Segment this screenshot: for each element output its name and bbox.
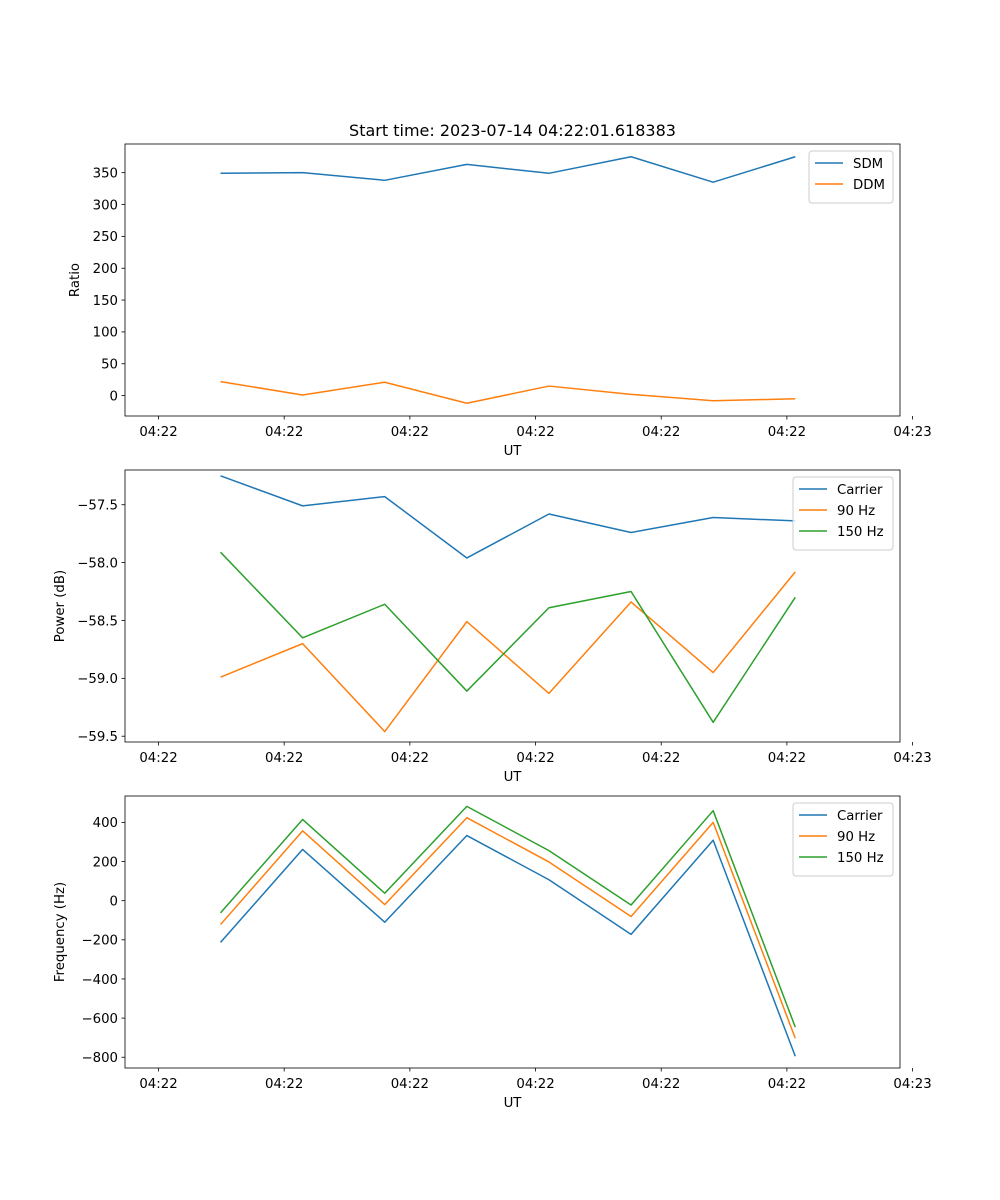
y-tick-label: 200	[93, 855, 118, 870]
ratio-subplot: 04:22 04:22 04:22 04:22 04:22 04:22 04:23 0 50 10…	[68, 143, 932, 459]
y-axis-label: Ratio	[68, 263, 83, 297]
x-tick-label: 04:22	[139, 751, 177, 766]
x-tick-label: 04:22	[516, 1077, 554, 1092]
series-line-90-hz	[219, 816, 796, 1039]
legend-label-150-hz: 150 Hz	[837, 525, 884, 540]
frequency-subplot: 04:22 04:22 04:22 04:22 04:22 04:22 04:23 −800 −…	[53, 795, 932, 1111]
y-tick-label: −57.5	[77, 499, 118, 514]
x-tick-label: 04:23	[893, 751, 931, 766]
legend-box	[808, 150, 894, 204]
y-tick-label: 0	[110, 894, 118, 909]
x-tick-label: 04:22	[139, 1077, 177, 1092]
x-tick-label: 04:22	[265, 425, 303, 440]
y-tick-label: −59.5	[77, 730, 118, 745]
legend-label-90-hz: 90 Hz	[837, 504, 875, 519]
x-tick-label: 04:23	[893, 1077, 931, 1092]
x-tick-label: 04:22	[768, 1077, 806, 1092]
x-tick-label: 04:22	[768, 425, 806, 440]
x-axis-label: UT	[504, 1096, 523, 1111]
series-line-sdm	[220, 155, 796, 183]
y-axis-label: Frequency (Hz)	[53, 882, 68, 982]
series-line-150-hz	[219, 805, 796, 1028]
y-tick-label: 0	[110, 389, 118, 404]
legend: Carrier 90 Hz 150 Hz	[792, 802, 894, 877]
axes-frame	[124, 795, 901, 1069]
x-tick-label: 04:22	[265, 751, 303, 766]
legend-label-90-hz: 90 Hz	[837, 830, 875, 845]
axes-frame	[124, 469, 901, 743]
x-axis-label: UT	[504, 770, 523, 785]
power-subplot: 04:22 04:22 04:22 04:22 04:22 04:22 04:23 −59.5…	[53, 469, 932, 785]
x-tick-label: 04:23	[893, 425, 931, 440]
legend-label-ddm: DDM	[853, 178, 885, 193]
x-tick-label: 04:22	[391, 751, 429, 766]
legend-label-sdm: SDM	[853, 157, 883, 172]
y-tick-label: 50	[101, 358, 118, 373]
y-tick-label: 150	[93, 294, 118, 309]
y-tick-label: −200	[81, 934, 118, 949]
legend: Carrier 90 Hz 150 Hz	[792, 476, 894, 551]
legend-label-carrier: Carrier	[837, 809, 883, 824]
y-tick-label: −400	[81, 973, 118, 988]
x-axis-label: UT	[504, 444, 523, 459]
series-line-carrier	[219, 834, 796, 1057]
x-tick-label: 04:22	[516, 751, 554, 766]
series-line-ddm	[220, 380, 796, 405]
legend: SDM DDM	[808, 150, 894, 204]
series-line-carrier	[220, 475, 796, 559]
y-tick-label: 300	[93, 198, 118, 213]
y-tick-label: −59.0	[77, 672, 118, 687]
y-axis-label: Power (dB)	[53, 570, 68, 642]
x-tick-label: 04:22	[139, 425, 177, 440]
y-tick-label: 100	[93, 326, 118, 341]
y-tick-label: 200	[93, 262, 118, 277]
y-tick-label: −58.0	[77, 556, 118, 571]
x-tick-label: 04:22	[391, 425, 429, 440]
series-line-150-hz	[219, 551, 796, 724]
y-tick-label: 400	[93, 816, 118, 831]
y-tick-label: 250	[93, 230, 118, 245]
x-tick-label: 04:22	[642, 425, 680, 440]
x-tick-label: 04:22	[768, 751, 806, 766]
x-tick-label: 04:22	[516, 425, 554, 440]
chart-title: Start time: 2023-07-14 04:22:01.618383	[349, 121, 676, 140]
legend-label-150-hz: 150 Hz	[837, 851, 884, 866]
x-tick-label: 04:22	[265, 1077, 303, 1092]
series-line-90-hz	[220, 571, 796, 733]
legend-label-carrier: Carrier	[837, 483, 883, 498]
x-tick-label: 04:22	[642, 1077, 680, 1092]
x-tick-label: 04:22	[642, 751, 680, 766]
x-tick-label: 04:22	[391, 1077, 429, 1092]
y-tick-label: 350	[93, 166, 118, 181]
axes-frame	[124, 143, 901, 417]
y-tick-label: −58.5	[77, 614, 118, 629]
y-tick-label: −800	[81, 1051, 118, 1066]
y-tick-label: −600	[81, 1012, 118, 1027]
